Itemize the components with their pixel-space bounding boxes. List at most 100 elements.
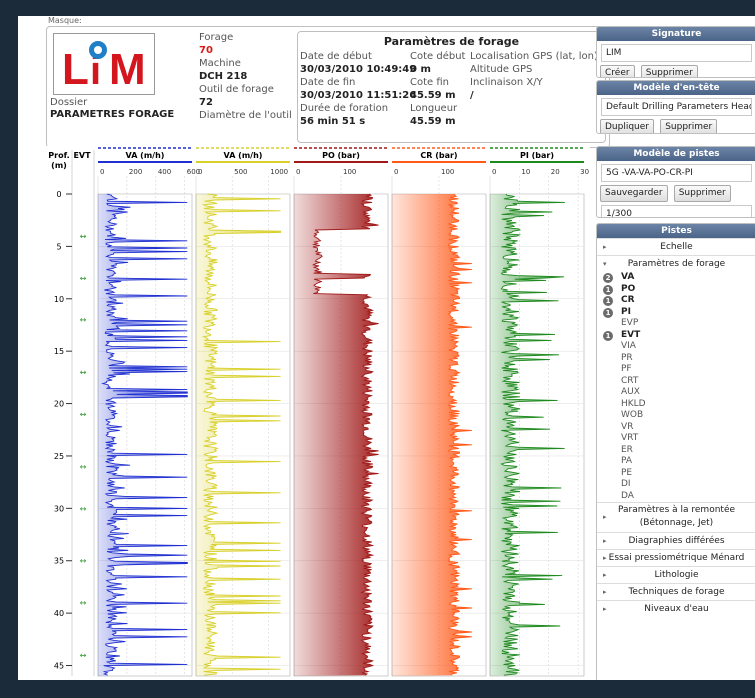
pistes-item-label: PI <box>621 306 631 317</box>
forage-label: Forage <box>199 32 234 43</box>
pistes-section[interactable]: ▾ Paramètres de forage <box>597 255 755 272</box>
signature-field[interactable]: LIM <box>601 44 752 62</box>
pistes-section[interactable]: ▸ Lithologie <box>597 566 755 583</box>
pistes-item[interactable]: CRT <box>597 376 755 388</box>
depth-tick-label: 25 <box>54 452 64 461</box>
pistes-section[interactable]: ▸ Paramètres à la remontée (Bétonnage, Jet… <box>597 502 755 532</box>
inclinaison-label: Inclinaison X/Y <box>470 77 543 88</box>
duplicate-header-button[interactable]: Dupliquer <box>600 119 655 133</box>
pistes-item[interactable]: PF <box>597 364 755 376</box>
save-tracks-button[interactable]: Sauvegarder <box>600 185 668 202</box>
report-header: L i M Dossier PARAMETRES FORAGE Forage 7… <box>46 26 610 148</box>
signature-panel: Signature LIM Créer Supprimer <box>596 26 755 78</box>
drilling-log-chart: Prof.(m) EVT 0 5 10 15 20 25 30 35 40 45 ↔ ↔ ↔ ↔ ↔ ↔ ↔ ↔ ↔ ↔ V… <box>46 146 590 680</box>
pistes-item-label: EVT <box>621 329 641 340</box>
pistes-section-label: Diagraphies différées <box>628 536 725 546</box>
scale-field[interactable]: 1/300 <box>601 205 752 217</box>
pistes-section[interactable]: ▸ Techniques de forage <box>597 583 755 600</box>
track-tick-label: 10 <box>521 168 530 176</box>
pistes-title: Pistes <box>597 224 755 238</box>
track-title: VA (m/h) <box>224 151 263 160</box>
track-tick-label: 500 <box>234 168 247 176</box>
create-signature-button[interactable]: Créer <box>600 65 635 77</box>
track-curve <box>201 193 282 676</box>
track-tick-label: 30 <box>580 168 589 176</box>
pistes-section[interactable]: ▸ Diagraphies différées <box>597 532 755 549</box>
pistes-section[interactable]: ▸ Echelle <box>597 238 755 255</box>
pistes-item-label: PO <box>621 283 636 294</box>
pistes-item[interactable]: PE <box>597 468 755 480</box>
pistes-section[interactable]: ▸ Niveaux d'eau <box>597 600 755 617</box>
pistes-section-label: Niveaux d'eau <box>644 604 709 614</box>
pistes-item[interactable]: VR <box>597 422 755 434</box>
pistes-item[interactable]: PR <box>597 353 755 365</box>
caret-right-icon: ▸ <box>603 243 607 251</box>
pistes-list: ▸ Echelle ▾ Paramètres de forage 2 VA 1 PO 1 CR 1 P… <box>597 238 755 617</box>
signature-title: Signature <box>597 27 755 41</box>
pistes-item[interactable]: VIA <box>597 341 755 353</box>
gps-label: Localisation GPS (lat, lon) <box>470 51 598 62</box>
delete-signature-button[interactable]: Supprimer <box>640 65 698 77</box>
svg-text:L: L <box>62 45 89 94</box>
pistes-section[interactable]: ▸ Essai pressiométrique Ménard <box>597 549 755 566</box>
cote-debut-value: 0 m <box>410 64 431 75</box>
duree-value: 56 min 51 s <box>300 116 366 127</box>
count-badge: 2 <box>603 273 613 283</box>
evt-marker: ↔ <box>80 504 87 513</box>
header-model-select[interactable]: Default Drilling Parameters Header <box>601 98 752 116</box>
count-badge: 1 <box>603 330 613 341</box>
pistes-item[interactable]: 2 VA <box>597 272 755 284</box>
caret-right-icon: ▸ <box>603 588 607 596</box>
pistes-item[interactable]: 1 CR <box>597 295 755 307</box>
pistes-item[interactable]: WOB <box>597 410 755 422</box>
tracks-model-panel: Modèle de pistes 5G -VA-VA-PO-CR-PI Sauv… <box>596 146 755 218</box>
caret-right-icon: ▸ <box>603 571 607 579</box>
track-fill <box>392 194 472 676</box>
pistes-item-label: VIA <box>621 341 636 351</box>
date-fin-value: 30/03/2010 11:51:26 <box>300 90 417 101</box>
pistes-item-label: EVP <box>621 318 639 328</box>
depth-tick-label: 15 <box>54 347 64 356</box>
pistes-item-label: AUX <box>621 387 640 397</box>
pistes-section-label: (Bétonnage, Jet) <box>639 518 714 528</box>
pistes-section-label: Techniques de forage <box>628 587 725 597</box>
track-tick-label: 100 <box>343 168 356 176</box>
pistes-item[interactable]: HKLD <box>597 399 755 411</box>
caret-right-icon: ▸ <box>603 513 607 521</box>
tracks-model-select[interactable]: 5G -VA-VA-PO-CR-PI <box>601 164 752 182</box>
header-model-panel: Modèle d'en-tête Default Drilling Parame… <box>596 80 755 134</box>
pistes-panel: Pistes ▸ Echelle ▾ Paramètres de forage 2 VA 1… <box>596 223 755 680</box>
lim-logo: L i M <box>53 33 155 95</box>
track-curve <box>312 193 379 676</box>
depth-header-unit: (m) <box>51 161 67 170</box>
delete-header-button[interactable]: Supprimer <box>660 119 718 133</box>
pistes-item[interactable]: 1 PI <box>597 307 755 319</box>
pistes-item[interactable]: 1 EVT <box>597 330 755 342</box>
pistes-item[interactable]: DA <box>597 491 755 503</box>
track-tick-label: 20 <box>551 168 560 176</box>
pistes-item[interactable]: AUX <box>597 387 755 399</box>
cotes-column: Cote début 0 m Cote fin 45.59 m Longueur… <box>410 50 465 128</box>
evt-marker: ↔ <box>80 462 87 471</box>
track-tick-label: 600 <box>187 168 200 176</box>
pistes-section-label: Essai pressiométrique Ménard <box>608 553 745 563</box>
track-title: CR (bar) <box>420 151 457 160</box>
pistes-item-label: CR <box>621 295 635 305</box>
pistes-item-label: VA <box>621 272 635 282</box>
evt-marker: ↔ <box>80 368 87 377</box>
depth-tick-label: 5 <box>56 242 61 251</box>
drilling-params-box: Paramètres de forage Date de début 30/03… <box>297 31 606 143</box>
track-curve <box>447 193 472 676</box>
pistes-item[interactable]: 1 PO <box>597 284 755 296</box>
track-title: PO (bar) <box>322 151 360 160</box>
pistes-item-label: WOB <box>621 410 644 420</box>
pistes-item[interactable]: VRT <box>597 433 755 445</box>
machine-label: Machine <box>199 58 241 69</box>
pistes-item[interactable]: DI <box>597 479 755 491</box>
delete-tracks-button[interactable]: Supprimer <box>673 185 731 202</box>
count-badge: 1 <box>603 307 613 318</box>
track-tick-label: 100 <box>441 168 454 176</box>
pistes-item[interactable]: PA <box>597 456 755 468</box>
pistes-item[interactable]: ER <box>597 445 755 457</box>
pistes-item[interactable]: EVP <box>597 318 755 330</box>
